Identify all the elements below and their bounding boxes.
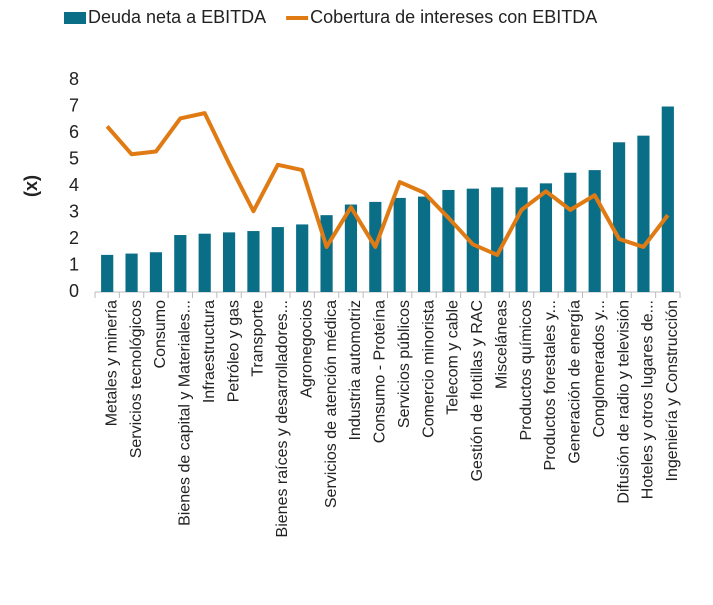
x-tick-label: Servicios de atención médica: [323, 300, 340, 508]
y-tick-label: 8: [69, 69, 79, 89]
bar: [198, 233, 211, 292]
x-tick-label: Conglomerados y...: [591, 300, 608, 438]
x-tick-label: Consumo: [152, 300, 169, 369]
y-tick-label: 4: [69, 175, 79, 195]
legend-label: Cobertura de intereses con EBITDA: [310, 7, 597, 27]
bar: [417, 196, 431, 292]
y-tick-label: 1: [69, 254, 79, 274]
bar: [101, 254, 114, 292]
y-tick-label: 6: [69, 122, 79, 142]
x-tick-label: Servicios tecnológicos: [128, 300, 145, 458]
x-tick-label: Ingeniería y Construcción: [664, 300, 681, 481]
bar: [296, 224, 309, 292]
x-tick-label: Difusión de radio y televisión: [615, 300, 632, 504]
bar: [539, 183, 553, 292]
bar: [174, 235, 187, 292]
x-tick-label: Hoteles y otros lugares de...: [640, 300, 657, 499]
line: [105, 111, 670, 257]
x-tick-label: Servicios públicos: [396, 300, 413, 428]
bar: [393, 197, 406, 292]
x-tick-label: Industria automotriz: [347, 300, 364, 441]
bar: [612, 142, 626, 292]
x-tick-label: Telecom y cable: [445, 300, 462, 415]
x-tick-label: Consumo - Proteína: [372, 300, 389, 443]
x-tick-label: Productos químicos: [518, 300, 535, 441]
x-tick-label: Generación de energía: [567, 300, 584, 464]
x-tick-label: Misceláneas: [493, 300, 510, 389]
x-tick-label: Productos forestales y...: [542, 300, 559, 470]
x-tick-label: Bienes raíces y desarrolladores...: [274, 300, 291, 537]
y-tick-label: 0: [69, 281, 79, 301]
x-tick-label: Gestión de flotillas y RAC: [469, 300, 486, 481]
bar: [515, 187, 528, 292]
bar: [247, 231, 260, 292]
bar: [637, 135, 650, 292]
y-axis-label: (x): [21, 175, 41, 197]
x-tick-label: Metales y minería: [103, 300, 120, 426]
legend-swatch: [64, 12, 86, 24]
bar: [588, 170, 601, 292]
x-tick-label: Bienes de capital y Materiales...: [177, 300, 194, 526]
bar: [320, 215, 333, 292]
x-tick-label: Agronegocios: [298, 300, 315, 398]
bar: [222, 232, 236, 292]
bar: [149, 252, 163, 292]
bar: [344, 204, 358, 292]
bar: [661, 106, 674, 292]
y-tick-label: 5: [69, 148, 79, 168]
y-tick-label: 3: [69, 201, 79, 221]
bar: [466, 188, 479, 292]
x-tick-label: Petróleo y gas: [225, 300, 242, 402]
bar: [271, 227, 284, 292]
x-tick-label: Comercio minorista: [420, 300, 437, 438]
legend-label: Deuda neta a EBITDA: [88, 7, 266, 27]
bar: [442, 189, 455, 292]
y-tick-label: 7: [69, 95, 79, 115]
x-tick-label: Transporte: [250, 300, 267, 377]
y-tick-label: 2: [69, 228, 79, 248]
x-tick-label: Infraestructura: [201, 300, 218, 403]
bar: [564, 172, 577, 292]
bar: [125, 253, 138, 292]
bar: [491, 187, 504, 292]
